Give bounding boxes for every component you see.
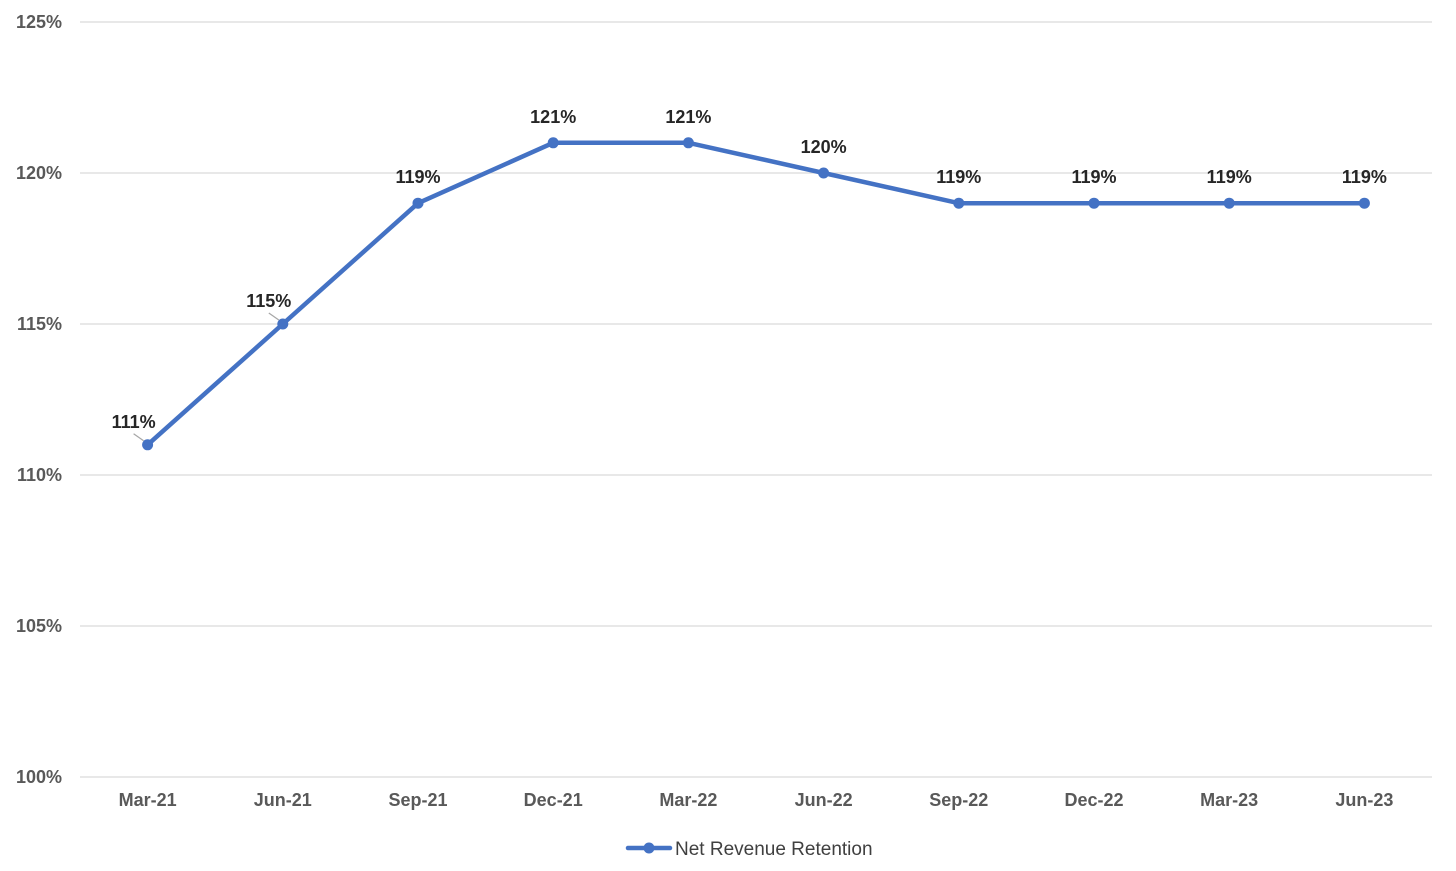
data-point <box>547 137 559 149</box>
leader-line <box>133 433 144 442</box>
data-label: 120% <box>801 137 847 157</box>
legend-marker-icon <box>643 842 655 854</box>
x-tick-label: Dec-22 <box>1064 790 1123 810</box>
y-tick-label: 115% <box>17 314 62 334</box>
data-label: 119% <box>395 167 440 187</box>
data-point <box>1088 197 1100 209</box>
data-point <box>1358 197 1370 209</box>
data-label: 111% <box>112 412 156 432</box>
data-point <box>277 318 289 330</box>
x-tick-label: Dec-21 <box>524 790 583 810</box>
gridlines <box>80 21 1432 778</box>
x-axis-tick-labels: Mar-21 Jun-21 Sep-21 Dec-21 Mar-22 Jun-22 Sep-… <box>119 790 1394 810</box>
x-tick-label: Jun-23 <box>1335 790 1393 810</box>
leader-line <box>268 312 280 321</box>
data-label: 119% <box>1207 167 1252 187</box>
legend: Net Revenue Retention <box>625 839 873 860</box>
data-label: 121% <box>530 107 576 127</box>
y-tick-label: 105% <box>16 616 62 636</box>
x-tick-label: Mar-21 <box>119 790 177 810</box>
y-tick-label: 120% <box>16 163 62 183</box>
data-point <box>818 167 830 179</box>
data-labels: 111% 115% 119% 121% 121% 120% 119% 119% 119% 119% <box>112 107 1387 442</box>
data-label: 121% <box>665 107 711 127</box>
x-tick-label: Sep-21 <box>388 790 447 810</box>
x-tick-label: Mar-22 <box>659 790 717 810</box>
x-tick-label: Sep-22 <box>929 790 988 810</box>
legend-label: Net Revenue Retention <box>675 839 873 860</box>
series-net-revenue-retention <box>142 137 1370 451</box>
data-label: 115% <box>246 291 291 311</box>
data-label: 119% <box>1342 167 1387 187</box>
x-tick-label: Jun-21 <box>254 790 312 810</box>
data-label: 119% <box>1071 167 1116 187</box>
data-label: 119% <box>936 167 981 187</box>
data-point <box>142 439 154 451</box>
x-tick-label: Mar-23 <box>1200 790 1258 810</box>
data-point <box>1223 197 1235 209</box>
y-tick-label: 110% <box>17 465 62 485</box>
data-point <box>412 197 424 209</box>
y-tick-label: 125% <box>16 12 62 32</box>
y-tick-label: 100% <box>16 767 62 787</box>
y-axis-tick-labels: 100% 105% 110% 115% 120% 125% <box>16 12 62 787</box>
data-point <box>953 197 965 209</box>
data-point <box>682 137 694 149</box>
series-line <box>145 140 1367 448</box>
x-tick-label: Jun-22 <box>795 790 853 810</box>
